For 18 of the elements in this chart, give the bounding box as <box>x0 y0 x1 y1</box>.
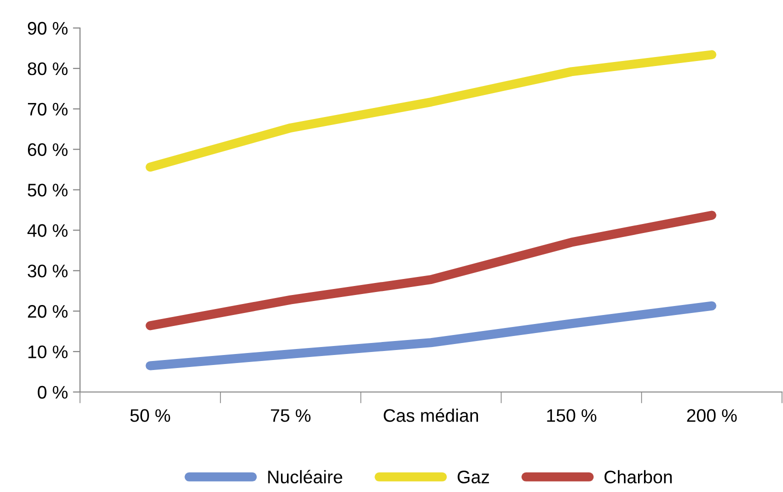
x-tick-label: 75 % <box>270 409 311 422</box>
y-tick-label: 0 % <box>38 386 68 399</box>
x-tick-label: Cas médian <box>384 408 478 422</box>
x-tick-label: 150 % <box>547 409 596 422</box>
x-tick-label: 200 % <box>687 409 737 422</box>
y-tick-label: 50 % <box>28 184 68 196</box>
legend-label: Nucléaire <box>268 470 342 484</box>
y-tick-label: 60 % <box>28 143 68 156</box>
y-tick-label: 90 % <box>28 22 68 35</box>
y-tick-label: 30 % <box>28 264 68 278</box>
x-tick-label: 50 % <box>130 409 170 422</box>
y-tick-label: 20 % <box>28 305 68 318</box>
legend-label: Gaz <box>458 470 489 484</box>
y-tick-label: 10 % <box>28 345 68 358</box>
y-tick-label: 80 % <box>28 62 68 76</box>
y-tick-label: 40 % <box>27 224 68 237</box>
y-tick-label: 70 % <box>28 102 68 116</box>
legend-label: Charbon <box>604 470 672 484</box>
